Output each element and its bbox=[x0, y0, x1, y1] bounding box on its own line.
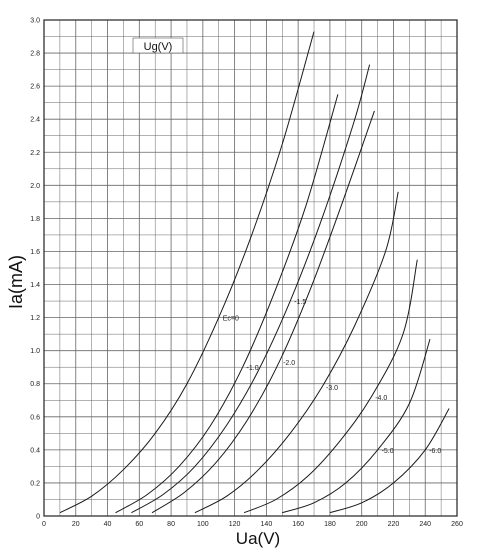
curve-line bbox=[194, 191, 399, 514]
y-tick-label: 2.2 bbox=[30, 150, 40, 157]
plot-frame bbox=[43, 19, 458, 517]
x-tick-label: 260 bbox=[451, 521, 463, 528]
y-tick-label: 0.4 bbox=[30, 447, 40, 454]
curve-labels: Ec=0 -1.0 -1.5 -2.0 -3.0 -4.0 -5.0 -6.0 bbox=[223, 299, 442, 455]
y-tick-label: 2.8 bbox=[30, 51, 40, 58]
curve-label: -4.0 bbox=[375, 395, 387, 402]
legend-title: Ug(V) bbox=[144, 41, 173, 53]
plot-curves bbox=[59, 31, 450, 514]
y-tick-label: 0 bbox=[36, 514, 40, 521]
y-tick-label: 0.2 bbox=[30, 480, 40, 487]
curve-line bbox=[329, 408, 450, 514]
curve-label: -1.0 bbox=[247, 365, 259, 372]
y-tick-label: 1.2 bbox=[30, 315, 40, 322]
curve-line bbox=[151, 110, 375, 514]
curve-label: -6.0 bbox=[429, 448, 441, 455]
grid bbox=[43, 19, 458, 517]
curve-line bbox=[59, 31, 315, 514]
y-tick-label: 3.0 bbox=[30, 18, 40, 25]
curve-label: Ec=0 bbox=[223, 316, 239, 323]
y-tick-label: 0.8 bbox=[30, 381, 40, 388]
x-tick-label: 120 bbox=[229, 521, 241, 528]
curve-line bbox=[115, 94, 339, 514]
y-tick-label: 1.4 bbox=[30, 282, 40, 289]
x-tick-label: 80 bbox=[167, 521, 175, 528]
curve-line bbox=[131, 64, 371, 514]
curve-label: -5.0 bbox=[382, 448, 394, 455]
y-tick-label: 1.6 bbox=[30, 249, 40, 256]
y-axis-title: Ia(mA) bbox=[6, 255, 26, 309]
x-tick-label: 160 bbox=[292, 521, 304, 528]
y-tick-label: 0.6 bbox=[30, 414, 40, 421]
legend-box bbox=[132, 37, 184, 54]
y-tick-label: 2.6 bbox=[30, 84, 40, 91]
x-axis-title: Ua(V) bbox=[236, 529, 280, 548]
x-tick-label: 240 bbox=[419, 521, 431, 528]
y-tick-label: 1.8 bbox=[30, 216, 40, 223]
x-tick-label: 180 bbox=[324, 521, 336, 528]
curve-line bbox=[243, 259, 418, 514]
x-tick-label: 0 bbox=[42, 521, 46, 528]
y-tick-label: 2.4 bbox=[30, 117, 40, 124]
x-tick-label: 40 bbox=[104, 521, 112, 528]
x-tick-label: 60 bbox=[135, 521, 143, 528]
tick-labels: 0 20 40 60 80 100 120 140 160 180 200 220 240 260 0 0.2… bbox=[30, 18, 463, 529]
x-tick-label: 220 bbox=[388, 521, 400, 528]
x-tick-label: 200 bbox=[356, 521, 368, 528]
curve-label: -2.0 bbox=[283, 360, 295, 367]
curve-line bbox=[282, 338, 431, 514]
y-tick-label: 2.0 bbox=[30, 183, 40, 190]
y-tick-label: 1.0 bbox=[30, 348, 40, 355]
curve-label: -1.5 bbox=[294, 299, 306, 306]
x-tick-label: 20 bbox=[72, 521, 80, 528]
x-tick-label: 140 bbox=[261, 521, 273, 528]
x-tick-label: 100 bbox=[197, 521, 209, 528]
curve-label: -3.0 bbox=[326, 385, 338, 392]
